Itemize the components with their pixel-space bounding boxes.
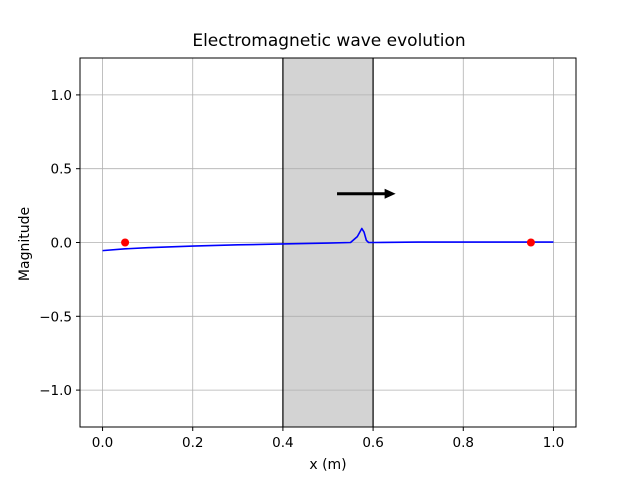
x-tick-label: 0.6 (362, 435, 383, 451)
y-tick-label: 0.5 (51, 162, 72, 178)
x-tick-label: 0.0 (92, 435, 113, 451)
series-line-0 (102, 227, 554, 252)
y-tick-label: −0.5 (39, 309, 72, 325)
chart-title: Electromagnetic wave evolution (192, 31, 465, 51)
direction-arrow-head (384, 188, 396, 199)
x-tick-label: 1.0 (543, 435, 564, 451)
x-tick-label: 0.2 (182, 435, 203, 451)
y-tick-label: 1.0 (51, 88, 72, 104)
x-axis-label: x (m) (309, 457, 346, 473)
y-tick-label: 0.0 (51, 236, 72, 252)
x-tick-label: 0.8 (453, 435, 474, 451)
marker-point-0 (121, 238, 130, 247)
marker-point-1 (526, 238, 535, 247)
y-axis-label: Magnitude (17, 207, 33, 281)
x-tick-label: 0.4 (272, 435, 293, 451)
y-tick-label: −1.0 (39, 383, 72, 399)
